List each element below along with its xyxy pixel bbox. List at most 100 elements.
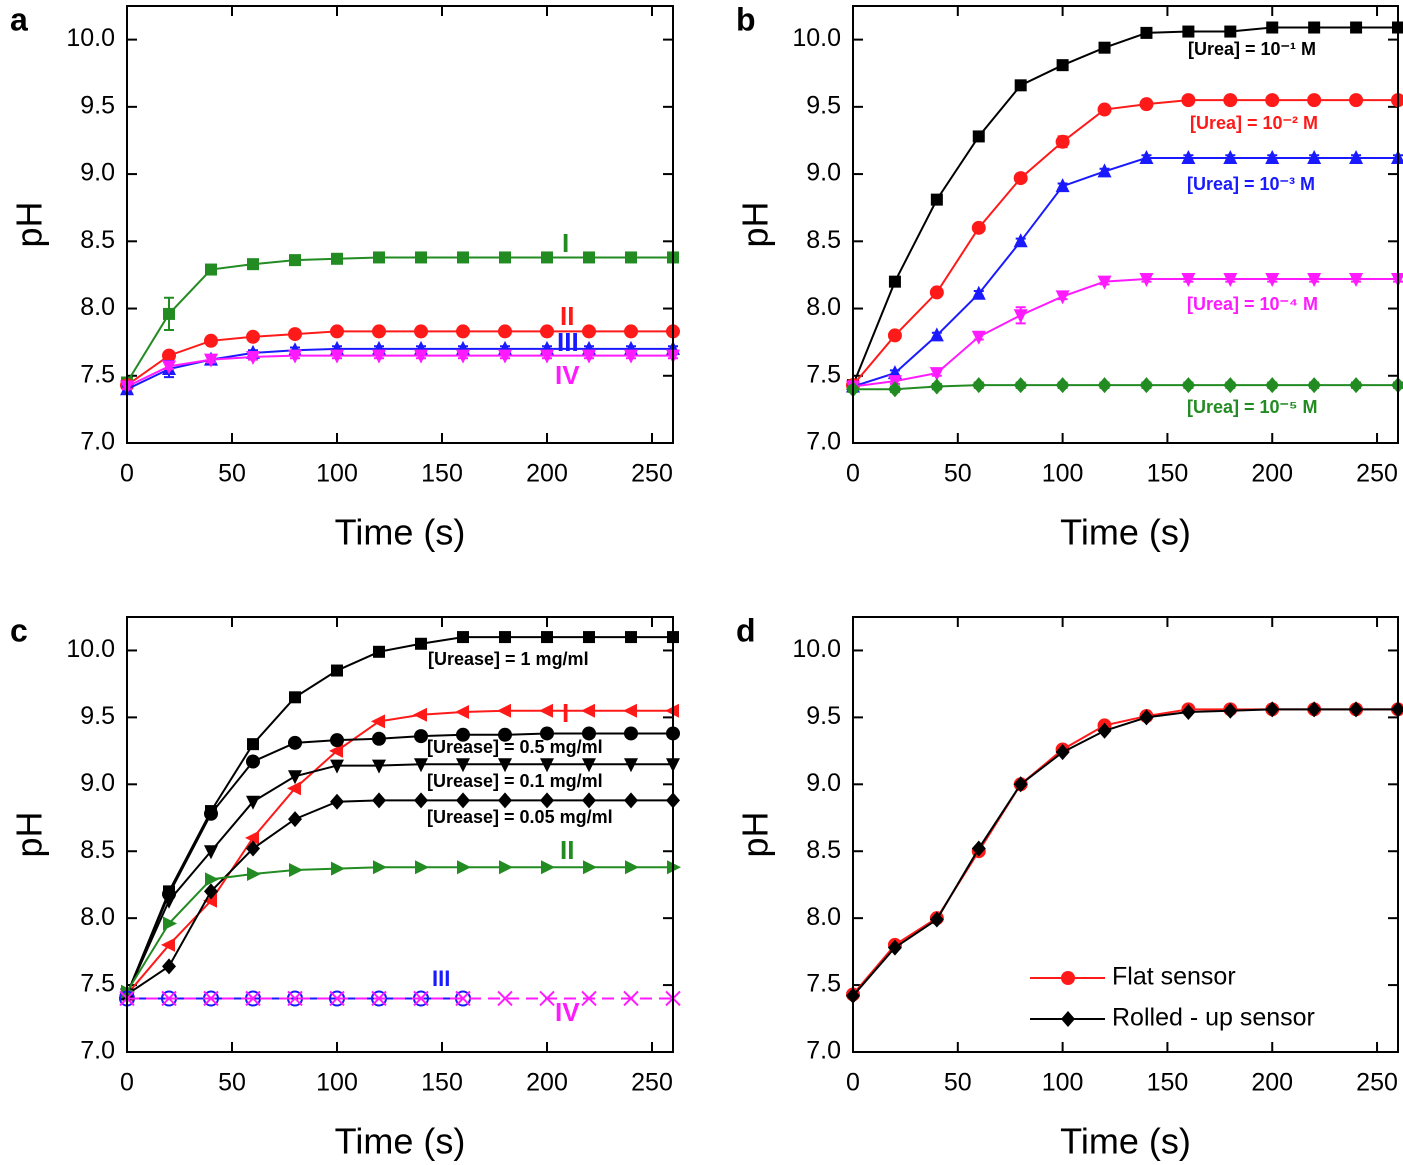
marker bbox=[162, 348, 176, 363]
y-tick-label: 9.5 bbox=[80, 91, 115, 119]
marker bbox=[929, 285, 944, 300]
series-line bbox=[126, 256, 673, 384]
marker bbox=[888, 275, 901, 288]
marker bbox=[499, 631, 511, 644]
marker bbox=[1013, 309, 1028, 324]
marker bbox=[245, 990, 261, 1007]
annotation: I bbox=[562, 228, 569, 258]
x-axis-title: Time (s) bbox=[335, 512, 466, 553]
marker bbox=[497, 990, 513, 1007]
y-tick-label: 7.5 bbox=[806, 360, 841, 388]
x-tick-label: 50 bbox=[218, 460, 246, 488]
marker bbox=[1097, 377, 1112, 394]
marker bbox=[498, 349, 512, 364]
marker bbox=[624, 324, 638, 339]
marker bbox=[247, 866, 261, 881]
marker bbox=[204, 353, 218, 368]
marker bbox=[414, 792, 428, 809]
marker bbox=[288, 811, 302, 828]
marker bbox=[1181, 149, 1196, 164]
marker bbox=[539, 703, 553, 718]
y-tick-label: 8.0 bbox=[806, 903, 841, 931]
y-tick-label: 7.0 bbox=[80, 428, 115, 456]
marker bbox=[929, 378, 944, 395]
marker bbox=[623, 990, 639, 1007]
marker bbox=[457, 251, 469, 264]
marker bbox=[583, 860, 597, 875]
annotation: II bbox=[560, 835, 574, 865]
marker bbox=[1139, 149, 1154, 164]
marker bbox=[330, 759, 344, 774]
y-axis-title: pH bbox=[9, 201, 50, 247]
marker bbox=[413, 707, 427, 722]
x-tick-label: 100 bbox=[1042, 460, 1084, 488]
x-axis-title: Time (s) bbox=[335, 1121, 466, 1162]
marker bbox=[971, 330, 986, 345]
marker bbox=[288, 735, 302, 750]
series-line bbox=[852, 277, 1398, 388]
y-tick-label: 9.0 bbox=[80, 769, 115, 797]
marker bbox=[930, 193, 943, 206]
marker bbox=[624, 726, 638, 741]
y-tick-label: 9.0 bbox=[806, 159, 841, 187]
y-tick-label: 9.0 bbox=[80, 159, 115, 187]
marker bbox=[414, 729, 428, 744]
y-tick-label: 10.0 bbox=[66, 24, 115, 52]
marker bbox=[929, 327, 944, 342]
y-tick-label: 7.5 bbox=[80, 360, 115, 388]
x-tick-label: 0 bbox=[120, 1069, 134, 1097]
x-tick-label: 150 bbox=[1147, 460, 1189, 488]
y-axis-title: pH bbox=[735, 201, 776, 247]
marker bbox=[455, 705, 469, 720]
marker bbox=[1061, 971, 1075, 985]
marker bbox=[1349, 272, 1364, 287]
marker bbox=[1349, 701, 1364, 718]
marker bbox=[1181, 93, 1196, 108]
marker bbox=[540, 349, 554, 364]
marker bbox=[624, 792, 638, 809]
x-axis-title: Time (s) bbox=[1060, 1121, 1191, 1162]
x-tick-label: 150 bbox=[421, 460, 463, 488]
annotation: [Urea] = 10⁻⁵ M bbox=[1187, 397, 1318, 417]
marker bbox=[1139, 709, 1154, 726]
marker bbox=[540, 726, 554, 741]
panel: d 7.0 7.5 8.0 8.5 9.0 9.5 10.0 0 50 100 150 200 250 Ti… bbox=[735, 612, 1403, 1162]
marker bbox=[1013, 233, 1028, 248]
y-tick-label: 9.0 bbox=[806, 769, 841, 797]
x-tick-label: 250 bbox=[631, 1069, 673, 1097]
marker bbox=[457, 631, 469, 644]
marker bbox=[583, 631, 595, 644]
marker bbox=[541, 631, 553, 644]
marker bbox=[163, 307, 175, 320]
marker bbox=[971, 285, 986, 300]
marker bbox=[1223, 377, 1238, 394]
marker bbox=[1265, 377, 1280, 394]
marker bbox=[1265, 93, 1280, 108]
marker bbox=[1223, 93, 1238, 108]
marker bbox=[1223, 702, 1238, 719]
marker bbox=[582, 349, 596, 364]
annotation: I bbox=[562, 698, 569, 728]
marker bbox=[1224, 25, 1237, 38]
x-axis-title: Time (s) bbox=[1060, 512, 1191, 553]
marker bbox=[289, 691, 301, 704]
marker bbox=[498, 792, 512, 809]
marker bbox=[204, 333, 218, 348]
marker bbox=[371, 990, 387, 1007]
marker bbox=[1139, 97, 1154, 112]
marker bbox=[1265, 701, 1280, 718]
panel-letter: d bbox=[736, 612, 756, 648]
marker bbox=[625, 251, 637, 264]
annotation: IV bbox=[555, 360, 580, 390]
x-tick-label: 0 bbox=[120, 460, 134, 488]
marker bbox=[289, 862, 303, 877]
y-tick-label: 8.5 bbox=[806, 226, 841, 254]
y-tick-label: 7.5 bbox=[806, 970, 841, 998]
panel: a 7.0 7.5 8.0 8.5 9.0 9.5 10.0 0 50 100 150 200 250 Ti… bbox=[9, 1, 680, 553]
marker bbox=[372, 324, 386, 339]
marker bbox=[1013, 171, 1028, 186]
legend-label: Rolled - up sensor bbox=[1112, 1004, 1315, 1032]
annotation: III bbox=[432, 966, 450, 991]
series-line bbox=[852, 708, 1398, 996]
marker bbox=[625, 860, 639, 875]
